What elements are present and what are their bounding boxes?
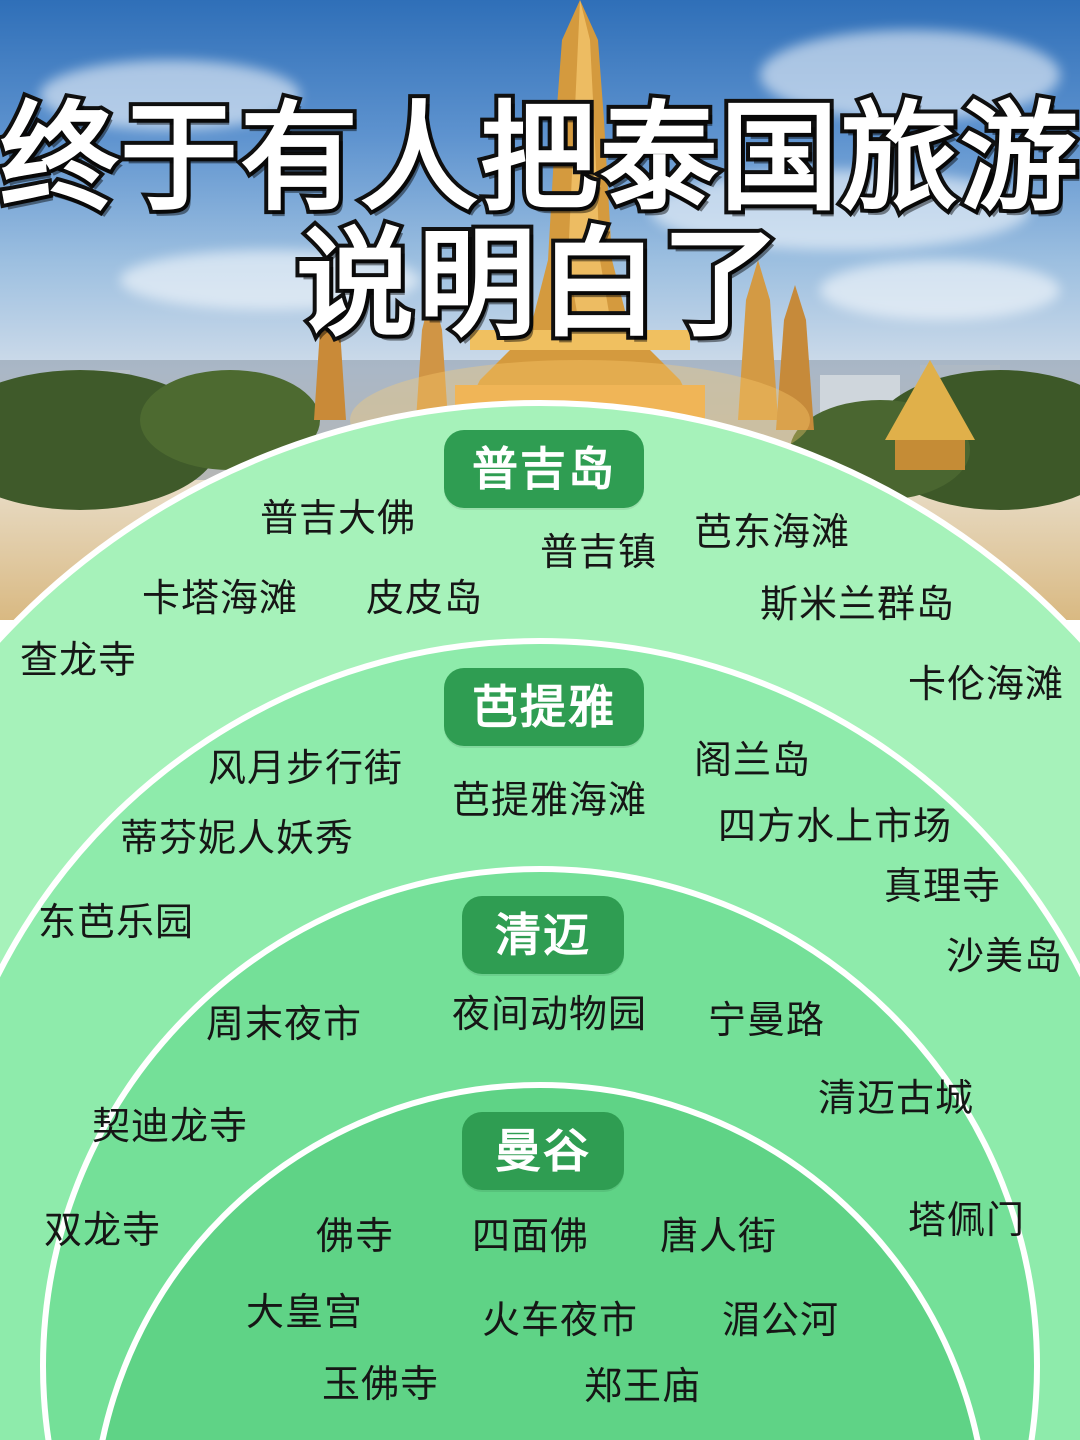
spot-wat-pho: 佛寺 (316, 1214, 395, 1258)
city-badge-pattaya: 芭提雅 (444, 668, 644, 746)
spot-tiffany-show: 蒂芬妮人妖秀 (120, 816, 355, 860)
spot-tha-phae-gate: 塔佩门 (908, 1198, 1026, 1242)
spot-chinatown: 唐人街 (660, 1214, 778, 1258)
poster-title-line-1: 终于有人把泰国旅游 (0, 85, 1080, 231)
spot-sanctuary-of-truth: 真理寺 (884, 864, 1002, 908)
spot-karon-beach: 卡伦海滩 (908, 662, 1065, 706)
spot-grand-palace: 大皇宫 (246, 1290, 364, 1334)
spot-chalong-temple: 查龙寺 (20, 638, 138, 682)
spot-pattaya-beach: 芭提雅海滩 (452, 778, 648, 822)
spot-similan-islands: 斯米兰群岛 (760, 582, 956, 626)
spot-train-night-market: 火车夜市 (482, 1298, 639, 1342)
spot-chedi-luang: 契迪龙寺 (92, 1104, 249, 1148)
spot-walking-street: 风月步行街 (208, 746, 404, 790)
spot-koh-larn: 阁兰岛 (694, 738, 812, 782)
spot-doi-suthep: 双龙寺 (44, 1208, 162, 1252)
spot-nong-nooch-garden: 东芭乐园 (38, 900, 195, 944)
spot-weekend-night-market: 周末夜市 (206, 1002, 363, 1046)
spot-kata-beach: 卡塔海滩 (142, 576, 299, 620)
spot-patong-beach: 芭东海滩 (694, 510, 851, 554)
spot-floating-market: 四方水上市场 (718, 804, 953, 848)
spot-night-safari: 夜间动物园 (452, 992, 648, 1036)
spot-emerald-buddha-temple: 玉佛寺 (322, 1362, 440, 1406)
spot-nimman-road: 宁曼路 (708, 998, 826, 1042)
spot-erawan-shrine: 四面佛 (472, 1214, 590, 1258)
city-badge-chiangmai: 清迈 (462, 896, 624, 974)
city-badge-bangkok: 曼谷 (462, 1112, 624, 1190)
poster-title-line-2: 说明白了 (292, 211, 784, 357)
spot-phuket-town: 普吉镇 (540, 530, 658, 574)
spot-phuket-big-buddha: 普吉大佛 (260, 496, 417, 540)
spot-wat-arun: 郑王庙 (584, 1364, 702, 1408)
spot-koh-samet: 沙美岛 (946, 934, 1064, 978)
spot-old-city: 清迈古城 (818, 1076, 975, 1120)
spot-phi-phi-island: 皮皮岛 (366, 576, 484, 620)
city-badge-phuket: 普吉岛 (444, 430, 644, 508)
spot-chao-phraya-river: 湄公河 (722, 1298, 840, 1342)
